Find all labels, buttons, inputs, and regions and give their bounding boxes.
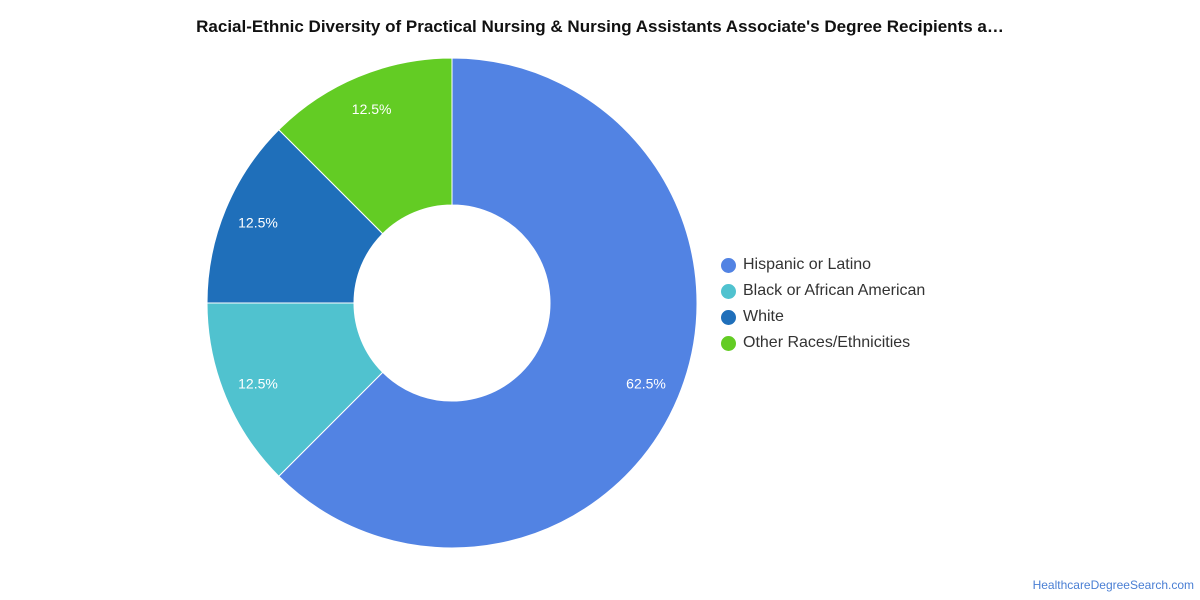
donut-slice[interactable]: [206, 302, 384, 477]
legend-swatch: [721, 335, 736, 351]
slice-value-label: 62.5%: [626, 375, 666, 391]
legend-label: White: [743, 308, 784, 325]
donut-slice[interactable]: [206, 129, 384, 304]
legend-swatch: [721, 283, 736, 299]
legend-item[interactable]: White: [721, 304, 925, 330]
slice-value-label: 12.5%: [238, 215, 278, 231]
legend-swatch: [721, 257, 736, 273]
slice-value-label: 12.5%: [238, 375, 278, 391]
source-link[interactable]: HealthcareDegreeSearch.com: [1032, 578, 1194, 592]
legend-item[interactable]: Other Races/Ethnicities: [721, 330, 925, 356]
legend-swatch: [721, 309, 736, 325]
donut-slice[interactable]: [278, 57, 698, 549]
legend-item[interactable]: Black or African American: [721, 278, 925, 304]
legend-label: Hispanic or Latino: [743, 256, 872, 273]
donut-slice[interactable]: [278, 57, 453, 235]
legend-label: Black or African American: [743, 282, 926, 299]
chart-legend: Hispanic or Latino Black or African Ameri…: [721, 252, 925, 356]
legend-item[interactable]: Hispanic or Latino: [721, 252, 925, 278]
chart-title: Racial-Ethnic Diversity of Practical Nur…: [196, 17, 1004, 36]
slice-value-label: 12.5%: [352, 101, 392, 117]
legend-label: Other Races/Ethnicities: [743, 334, 911, 351]
